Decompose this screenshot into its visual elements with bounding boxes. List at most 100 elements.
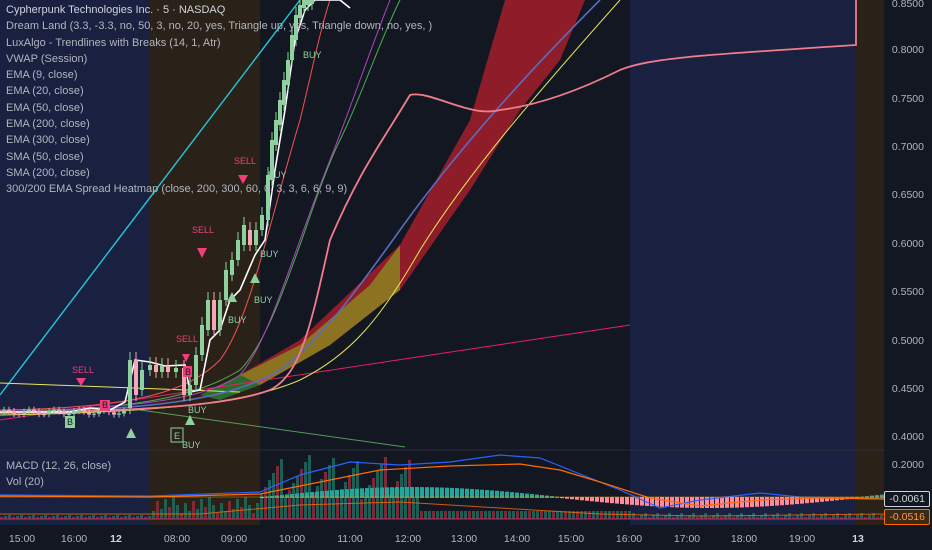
indicator-ema-200[interactable]: EMA (200, close): [6, 118, 90, 131]
macd-hist-bar: [680, 497, 684, 508]
volume-bar: [80, 515, 83, 519]
volume-bar: [264, 487, 267, 519]
candlestick-series[interactable]: [2, 0, 314, 418]
macd-hist-bar: [560, 497, 564, 499]
macd-hist-bar: [625, 497, 629, 505]
macd-hist-bar: [420, 487, 424, 498]
volume-bar: [700, 515, 703, 519]
volume-bar: [256, 503, 259, 519]
macd-hist-bar: [520, 493, 524, 498]
candle-body: [188, 385, 192, 395]
macd-hist-bar: [500, 491, 504, 498]
volume-bar: [732, 517, 735, 519]
volume-bar: [36, 517, 39, 519]
earnings-marker-box[interactable]: [170, 427, 184, 443]
indicator-ema-300[interactable]: EMA (300, close): [6, 134, 90, 147]
volume-bar: [140, 515, 143, 519]
volume-bar: [712, 515, 715, 519]
macd-hist-bar: [645, 497, 649, 506]
macd-hist-bar: [570, 497, 574, 500]
buy-signal-label: BUY: [254, 295, 273, 305]
session-bg-premarket: [0, 0, 150, 525]
volume-bar: [236, 499, 239, 519]
ema-spread-heatmap-red: [240, 0, 585, 385]
macd-hist-bar: [540, 495, 544, 498]
macd-hist-bar: [815, 497, 819, 503]
volume-bar: [4, 516, 7, 519]
indicator-dream-land[interactable]: Dream Land (3.3, -3.3, no, 50, 3, no, 20…: [6, 20, 433, 33]
macd-hist-bar: [580, 497, 584, 501]
volume-bar: [12, 517, 15, 519]
macd-hist-bar: [430, 487, 434, 498]
macd-hist-bar: [855, 497, 859, 499]
volume-bar: [840, 517, 843, 519]
macd-hist-bar: [800, 497, 804, 504]
volume-bar: [320, 479, 323, 519]
volume-bar: [116, 515, 119, 519]
indicator-ema-50[interactable]: EMA (50, close): [6, 101, 84, 114]
volume-bar: [572, 511, 575, 519]
volume-bar: [504, 511, 507, 519]
macd-hist-bar: [450, 487, 454, 498]
time-tick: 13: [852, 533, 864, 545]
candle-body: [266, 175, 270, 220]
volume-bar: [872, 513, 875, 519]
indicator-ema-spread-heatmap[interactable]: 300/200 EMA Spread Heatmap (close, 200, …: [6, 183, 348, 196]
candle-body: [148, 365, 152, 370]
volume-bar: [868, 515, 871, 519]
indicator-ema-9[interactable]: EMA (9, close): [6, 69, 78, 82]
indicator-sma-200[interactable]: SMA (200, close): [6, 166, 90, 179]
volume-bar: [824, 513, 827, 519]
candle-body: [12, 410, 16, 414]
buy-signal-label: BUY: [188, 405, 207, 415]
time-tick: 12: [110, 533, 122, 545]
candle-body: [107, 409, 111, 413]
volume-bar: [28, 516, 31, 519]
volume-bar: [724, 515, 727, 519]
macd-hist-bar: [810, 497, 814, 503]
candle-body: [174, 368, 178, 372]
volume-bar: [816, 517, 819, 519]
symbol-title[interactable]: Cypherpunk Technologies Inc. · 5 · NASDA…: [6, 4, 226, 16]
macd-hist-bar: [505, 491, 509, 498]
volume-bar: [136, 516, 139, 519]
macd-hist-bar: [725, 497, 729, 508]
macd-hist-bar: [405, 487, 409, 498]
volume-bar: [104, 515, 107, 519]
volume-bar: [468, 511, 471, 519]
vwap-line: [0, 0, 857, 414]
candle-body: [282, 80, 286, 105]
volume-bar: [188, 511, 191, 519]
volume-bar: [576, 511, 579, 519]
buy-triangle-icon: [250, 273, 260, 283]
volume-bar: [232, 509, 235, 519]
macd-hist-bar: [335, 489, 339, 498]
macd-hist-bar: [705, 497, 709, 508]
signal-markers: SELL SELL SELL SELL BUY BUY BUY BUY BUY …: [65, 50, 322, 450]
volume-bar: [808, 515, 811, 519]
volume-bar: [224, 511, 227, 519]
volume-bar: [828, 517, 831, 519]
indicator-volume[interactable]: Vol (20): [6, 476, 44, 488]
volume-bar: [764, 513, 767, 519]
indicator-sma-50[interactable]: SMA (50, close): [6, 150, 84, 163]
volume-bar: [292, 483, 295, 519]
candle-body: [194, 355, 198, 385]
indicator-macd[interactable]: MACD (12, 26, close): [6, 460, 112, 472]
price-tick: 0.4000: [891, 431, 924, 443]
indicator-ema-20[interactable]: EMA (20, close): [6, 85, 84, 98]
price-axis[interactable]: 0.8500 0.8000 0.7500 0.7000 0.6500 0.600…: [884, 0, 932, 550]
volume-bar: [152, 511, 155, 519]
macd-hist-bar: [710, 497, 714, 508]
volume-bar: [880, 515, 883, 519]
volume-bar: [644, 513, 647, 519]
macd-hist-bar: [415, 487, 419, 498]
candle-body: [77, 409, 81, 412]
candle-body: [224, 270, 228, 300]
macd-hist-bar: [280, 494, 284, 498]
price-tick: 0.4500: [891, 383, 924, 395]
indicator-vwap[interactable]: VWAP (Session): [6, 52, 88, 65]
indicator-luxalgo-trendlines[interactable]: LuxAlgo - Trendlines with Breaks (14, 1,…: [6, 36, 221, 49]
time-axis[interactable]: 15:00 16:00 12 08:00 09:00 10:00 11:00 12:00 13:…: [0, 526, 884, 550]
